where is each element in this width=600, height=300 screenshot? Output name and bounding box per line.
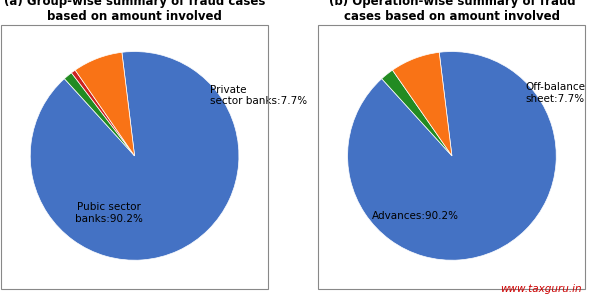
Wedge shape [392, 52, 452, 156]
Wedge shape [64, 73, 134, 156]
Title: (a) Group-wise summary of fraud cases
based on amount involved: (a) Group-wise summary of fraud cases ba… [4, 0, 265, 23]
Text: Pubic sector
banks:90.2%: Pubic sector banks:90.2% [74, 202, 142, 224]
Text: Advances:90.2%: Advances:90.2% [372, 212, 459, 221]
Wedge shape [75, 52, 134, 156]
Wedge shape [347, 52, 556, 260]
Wedge shape [382, 70, 452, 156]
Text: Off-balance
sheet:7.7%: Off-balance sheet:7.7% [525, 82, 585, 104]
Text: www.taxguru.in: www.taxguru.in [500, 284, 582, 294]
Wedge shape [71, 70, 134, 156]
Title: (b) Operation-wise summary of fraud
cases based on amount involved: (b) Operation-wise summary of fraud case… [329, 0, 575, 23]
Text: Private
sector banks:7.7%: Private sector banks:7.7% [210, 85, 307, 106]
Wedge shape [30, 52, 239, 260]
